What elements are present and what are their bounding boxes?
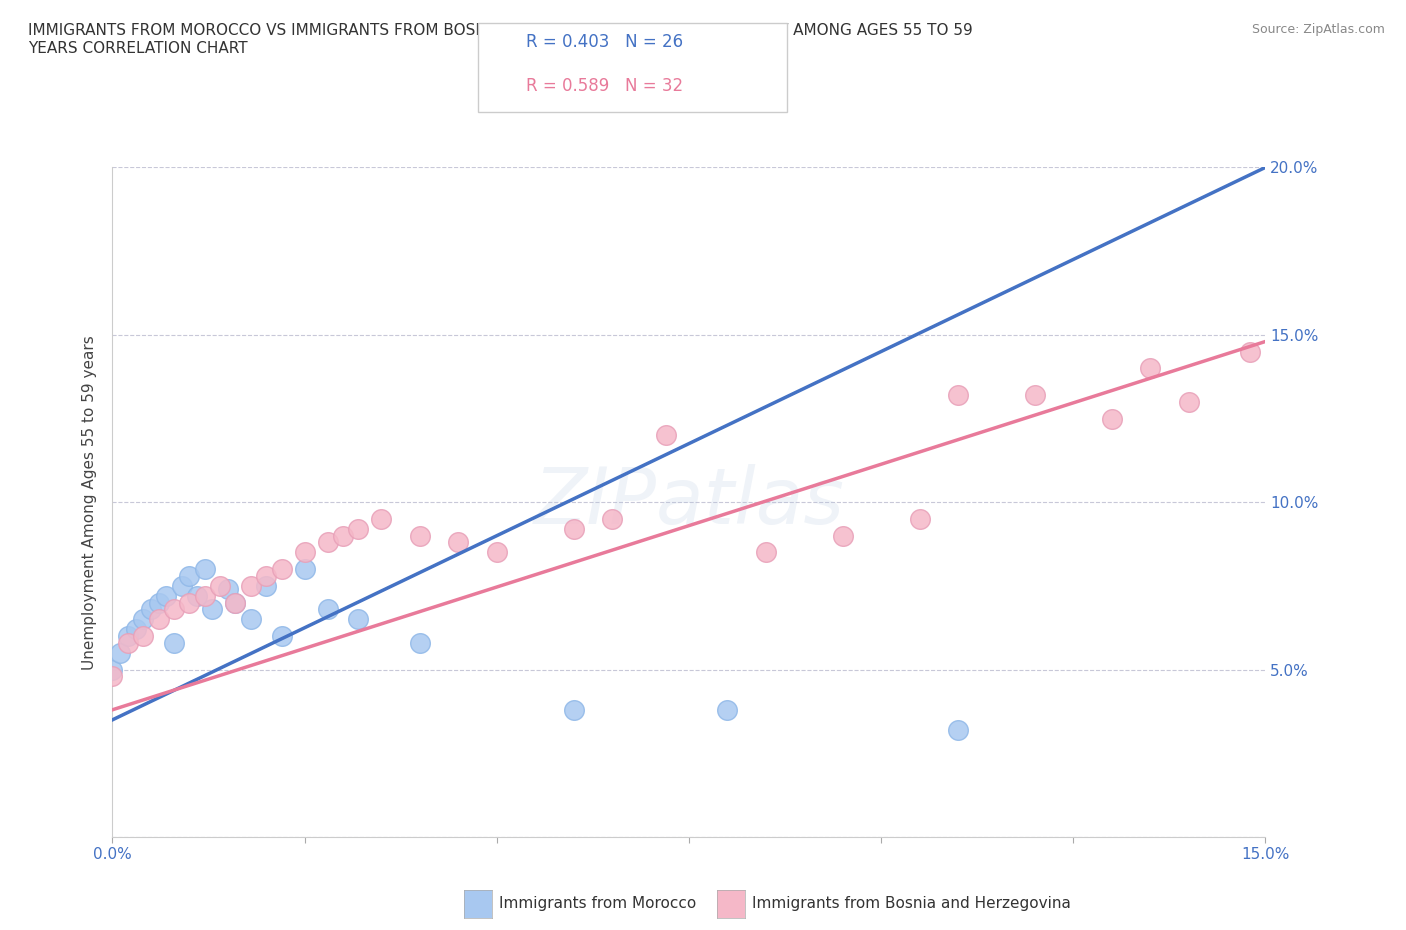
Point [124,622,146,637]
Point [239,612,262,627]
Point [562,522,585,537]
Point [655,428,678,443]
Point [485,545,508,560]
Point [1239,344,1261,359]
Point [1177,394,1199,409]
Point [1024,388,1046,403]
Point [409,528,432,543]
Point [294,545,316,560]
Point [239,578,262,593]
Point [132,629,155,644]
Point [270,629,292,644]
Point [831,528,853,543]
Point [117,629,139,644]
Point [155,589,177,604]
Point [347,522,370,537]
Text: ZIPatlas: ZIPatlas [533,464,845,540]
Point [562,702,585,717]
Point [755,545,778,560]
Point [1139,361,1161,376]
Point [294,562,316,577]
Point [270,562,292,577]
Point [108,645,131,660]
Point [194,589,217,604]
Point [132,612,155,627]
Point [316,535,339,550]
Point [370,512,392,526]
Text: Source: ZipAtlas.com: Source: ZipAtlas.com [1251,23,1385,36]
Point [217,582,239,597]
Point [179,595,201,610]
Point [148,612,170,627]
Point [600,512,623,526]
Point [148,595,170,610]
Point [409,635,432,650]
Point [946,388,969,403]
Point [1101,411,1123,426]
Point [186,589,208,604]
Y-axis label: Unemployment Among Ages 55 to 59 years: Unemployment Among Ages 55 to 59 years [82,335,97,670]
Point [201,602,224,617]
Point [946,723,969,737]
Text: Immigrants from Morocco: Immigrants from Morocco [499,897,696,911]
Point [101,662,124,677]
Point [908,512,931,526]
Point [254,568,277,583]
Point [101,669,124,684]
Point [170,578,193,593]
Point [194,562,217,577]
Point [332,528,354,543]
Point [347,612,370,627]
Point [224,595,246,610]
Point [447,535,470,550]
Point [163,602,186,617]
Point [316,602,339,617]
Text: IMMIGRANTS FROM MOROCCO VS IMMIGRANTS FROM BOSNIA AND HERZEGOVINA UNEMPLOYMENT A: IMMIGRANTS FROM MOROCCO VS IMMIGRANTS FR… [28,23,973,56]
Point [716,702,738,717]
Point [163,635,186,650]
Point [117,635,139,650]
Text: R = 0.403   N = 26: R = 0.403 N = 26 [526,33,683,50]
Point [209,578,232,593]
Text: Immigrants from Bosnia and Herzegovina: Immigrants from Bosnia and Herzegovina [752,897,1071,911]
Point [254,578,277,593]
Point [179,568,201,583]
Text: R = 0.589   N = 32: R = 0.589 N = 32 [526,77,683,95]
Point [224,595,246,610]
Point [139,602,162,617]
